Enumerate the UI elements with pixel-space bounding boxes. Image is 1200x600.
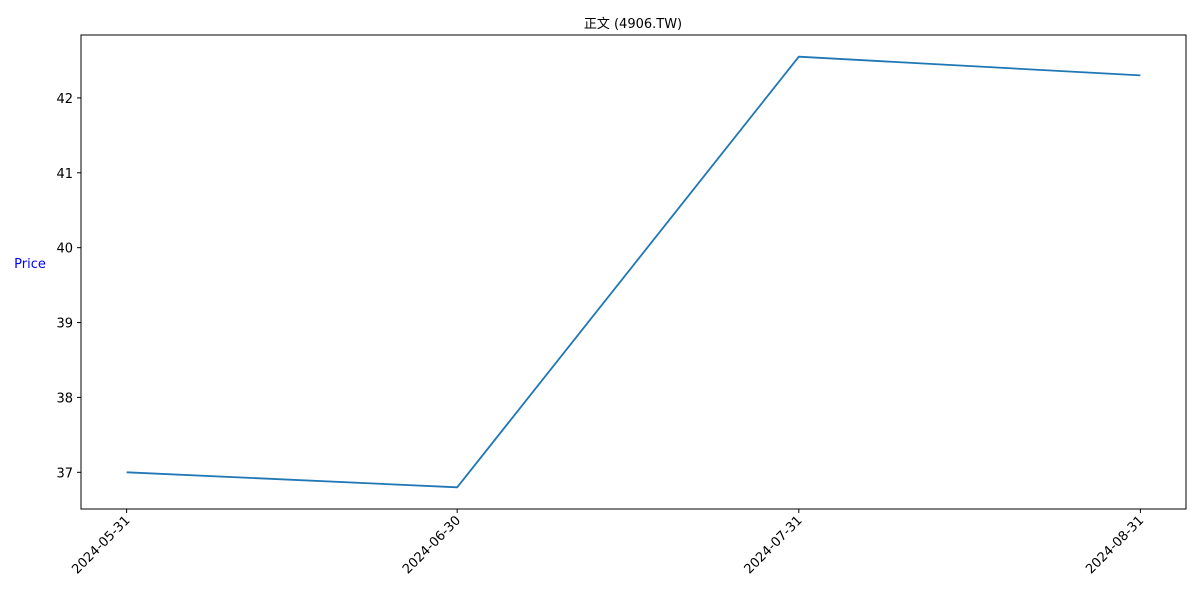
x-axis-ticks: 2024-05-31 2024-06-30 2024-07-31 2024-08-31 bbox=[69, 509, 1147, 577]
y-tick-label: 41 bbox=[56, 167, 73, 182]
y-tick-label: 40 bbox=[56, 242, 73, 257]
plot-area-frame bbox=[80, 34, 1187, 510]
y-tick-label: 39 bbox=[56, 317, 73, 332]
price-series-line bbox=[126, 55, 1141, 489]
x-tick-label: 2024-05-31 bbox=[69, 513, 133, 577]
x-tick-label: 2024-06-30 bbox=[400, 513, 464, 577]
x-tick-label: 2024-07-31 bbox=[742, 513, 806, 577]
chart-title: 正文 (4906.TW) bbox=[584, 17, 682, 32]
y-axis-ticks: 37 38 39 40 41 42 bbox=[56, 92, 81, 481]
y-tick-label: 42 bbox=[56, 92, 73, 107]
y-tick-label: 38 bbox=[56, 391, 73, 406]
y-axis-label: Price bbox=[14, 257, 46, 272]
series-layer bbox=[126, 55, 1141, 489]
y-tick-label: 37 bbox=[56, 466, 73, 481]
x-tick-label: 2024-08-31 bbox=[1083, 513, 1147, 577]
